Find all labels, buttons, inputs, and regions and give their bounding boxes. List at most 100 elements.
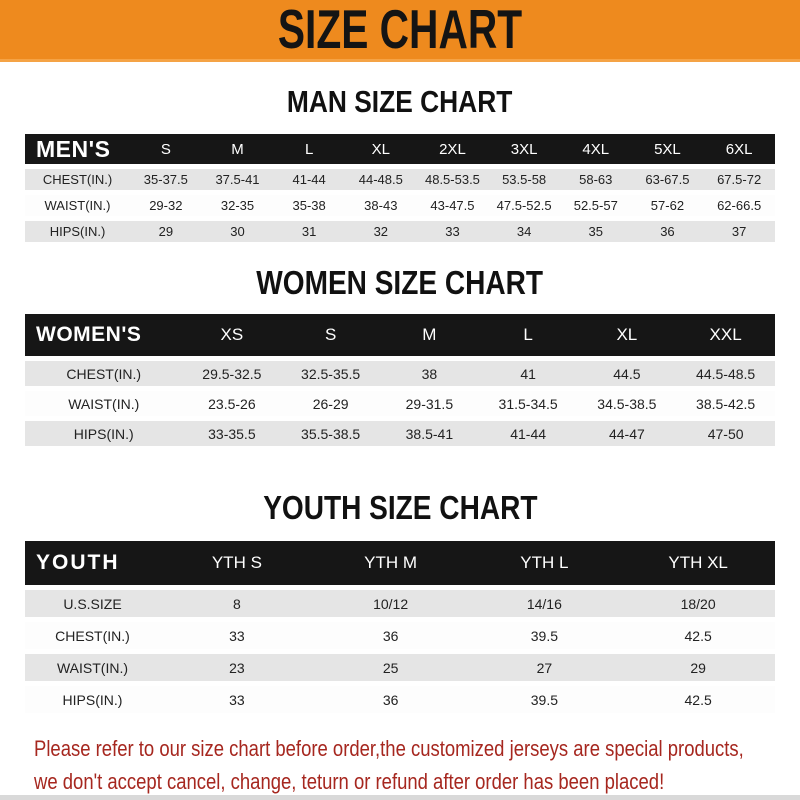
size-value: 57-62	[631, 195, 704, 216]
size-column-header: 6XL	[703, 134, 775, 164]
size-value: 30	[201, 221, 274, 242]
size-value: 35	[559, 221, 632, 242]
section-men: MAN SIZE CHART MEN'S S M L XL 2XL 3XL 4XL 5XL 6XL…	[0, 84, 800, 247]
size-column-header: 3XL	[488, 134, 560, 164]
size-value: 43-47.5	[416, 195, 489, 216]
size-value: 48.5-53.5	[416, 169, 489, 190]
size-value: 31.5-34.5	[478, 391, 578, 416]
men-size-table: MEN'S S M L XL 2XL 3XL 4XL 5XL 6XL CHEST(IN.) 35-37…	[25, 129, 775, 247]
size-value: 25	[313, 654, 468, 681]
size-value: 18/20	[621, 590, 775, 617]
youth-section-heading: YOUTH SIZE CHART	[0, 489, 800, 527]
size-value: 44-47	[577, 421, 677, 446]
women-section-heading: WOMEN SIZE CHART	[0, 264, 800, 302]
size-column-header: M	[201, 134, 274, 164]
size-value: 23	[160, 654, 314, 681]
size-value: 29.5-32.5	[182, 361, 282, 386]
size-column-header: YTH XL	[621, 541, 775, 585]
measurement-row: CHEST(IN.) 29.5-32.5 32.5-35.5 38 41 44.5 44.5…	[25, 361, 775, 386]
row-label: WAIST(IN.)	[25, 654, 160, 681]
notice-line-2-text: we don't accept cancel, change, teturn o…	[34, 769, 665, 794]
size-value: 44.5	[577, 361, 677, 386]
bottom-strip	[0, 795, 800, 800]
size-column-header: XL	[577, 314, 677, 356]
size-value: 35-37.5	[130, 169, 202, 190]
size-value: 38-43	[344, 195, 417, 216]
size-value: 53.5-58	[488, 169, 560, 190]
size-value: 32	[344, 221, 417, 242]
size-value: 38.5-42.5	[676, 391, 775, 416]
size-value: 44.5-48.5	[676, 361, 775, 386]
measurement-row: HIPS(IN.) 33-35.5 35.5-38.5 38.5-41 41-44 44-…	[25, 421, 775, 446]
size-value: 26-29	[281, 391, 380, 416]
row-label: CHEST(IN.)	[25, 622, 160, 649]
size-column-header: YTH M	[313, 541, 468, 585]
size-value: 39.5	[467, 686, 622, 713]
size-column-header: 2XL	[416, 134, 489, 164]
size-value: 8	[160, 590, 314, 617]
size-band-row: MEN'S S M L XL 2XL 3XL 4XL 5XL 6XL	[25, 134, 775, 164]
men-section-heading: MAN SIZE CHART	[0, 84, 800, 120]
row-label: CHEST(IN.)	[25, 361, 183, 386]
youth-size-table: YOUTH YTH S YTH M YTH L YTH XL U.S.SIZE 8 10/12…	[25, 536, 775, 718]
size-value: 29-31.5	[380, 391, 479, 416]
notice-line-1: Please refer to our size chart before or…	[34, 734, 800, 767]
size-column-header: 5XL	[631, 134, 704, 164]
measurement-row: HIPS(IN.) 33 36 39.5 42.5	[25, 686, 775, 713]
section-women: WOMEN SIZE CHART WOMEN'S XS S M L XL XXL CHEST(…	[0, 264, 800, 451]
size-value: 34	[488, 221, 560, 242]
size-value: 38	[380, 361, 479, 386]
size-value: 47.5-52.5	[488, 195, 560, 216]
size-value: 67.5-72	[703, 169, 775, 190]
size-value: 33-35.5	[182, 421, 282, 446]
row-label: HIPS(IN.)	[25, 421, 183, 446]
size-value: 63-67.5	[631, 169, 704, 190]
size-value: 14/16	[467, 590, 622, 617]
size-column-header: M	[380, 314, 479, 356]
size-value: 34.5-38.5	[577, 391, 677, 416]
notice-line-1-text: Please refer to our size chart before or…	[34, 736, 744, 761]
women-size-table: WOMEN'S XS S M L XL XXL CHEST(IN.) 29.5-32.5 32.5…	[25, 309, 775, 451]
size-column-header: L	[478, 314, 578, 356]
size-column-header: YTH S	[160, 541, 314, 585]
measurement-row: CHEST(IN.) 35-37.5 37.5-41 41-44 44-48.5 48.5…	[25, 169, 775, 190]
size-value: 23.5-26	[182, 391, 282, 416]
youth-heading-text: YOUTH SIZE CHART	[262, 489, 538, 526]
row-label: WAIST(IN.)	[25, 195, 130, 216]
size-value: 47-50	[676, 421, 775, 446]
size-column-header: 4XL	[559, 134, 632, 164]
size-value: 33	[160, 622, 314, 649]
banner: SIZE CHART	[0, 0, 800, 62]
size-column-header: L	[273, 134, 345, 164]
size-value: 37.5-41	[201, 169, 274, 190]
measurement-row: U.S.SIZE 8 10/12 14/16 18/20	[25, 590, 775, 617]
size-value: 35-38	[273, 195, 345, 216]
size-value: 29-32	[130, 195, 202, 216]
row-label: HIPS(IN.)	[25, 686, 160, 713]
size-value: 10/12	[313, 590, 468, 617]
size-value: 31	[273, 221, 345, 242]
size-value: 29	[130, 221, 202, 242]
women-heading-text: WOMEN SIZE CHART	[256, 264, 544, 301]
size-value: 42.5	[621, 622, 775, 649]
size-value: 29	[621, 654, 775, 681]
page-title: SIZE CHART	[277, 0, 523, 60]
size-value: 41-44	[478, 421, 578, 446]
measurement-row: CHEST(IN.) 33 36 39.5 42.5	[25, 622, 775, 649]
size-value: 39.5	[467, 622, 622, 649]
size-value: 36	[313, 622, 468, 649]
size-value: 36	[631, 221, 704, 242]
measurement-row: WAIST(IN.) 23 25 27 29	[25, 654, 775, 681]
size-column-header: YTH L	[467, 541, 622, 585]
size-column-header: XXL	[676, 314, 775, 356]
measurement-row: HIPS(IN.) 29 30 31 32 33 34 35 36 37	[25, 221, 775, 242]
size-column-header: S	[281, 314, 380, 356]
size-value: 27	[467, 654, 622, 681]
footer-notice: Please refer to our size chart before or…	[0, 734, 800, 800]
size-value: 62-66.5	[703, 195, 775, 216]
size-value: 32-35	[201, 195, 274, 216]
size-column-header: S	[130, 134, 202, 164]
size-column-header: XS	[182, 314, 282, 356]
band-label: WOMEN'S	[25, 314, 183, 356]
notice-line-2: we don't accept cancel, change, teturn o…	[34, 767, 800, 800]
